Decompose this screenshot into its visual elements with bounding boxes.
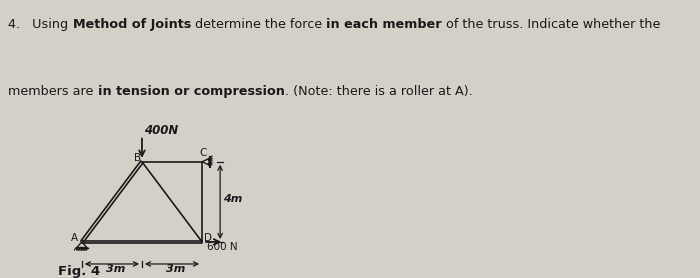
Text: B: B [134,153,141,163]
Text: 4m: 4m [223,194,242,204]
Text: Method of Joints: Method of Joints [73,18,191,31]
Text: 4.   Using: 4. Using [8,18,73,31]
Text: determine the force: determine the force [191,18,326,31]
Text: C: C [199,148,206,158]
Text: 400N: 400N [144,124,178,137]
Text: in each member: in each member [326,18,442,31]
Text: A: A [71,233,78,243]
Text: . (Note: there is a roller at A).: . (Note: there is a roller at A). [285,85,472,98]
Text: 600 N: 600 N [207,242,238,252]
Text: 3m: 3m [166,264,186,274]
Text: in tension or compression: in tension or compression [98,85,285,98]
Text: members are: members are [8,85,98,98]
Text: 3m: 3m [106,264,125,274]
Text: D: D [204,233,213,243]
Text: of the truss. Indicate whether the: of the truss. Indicate whether the [442,18,660,31]
Text: Fig. 4: Fig. 4 [58,265,100,278]
